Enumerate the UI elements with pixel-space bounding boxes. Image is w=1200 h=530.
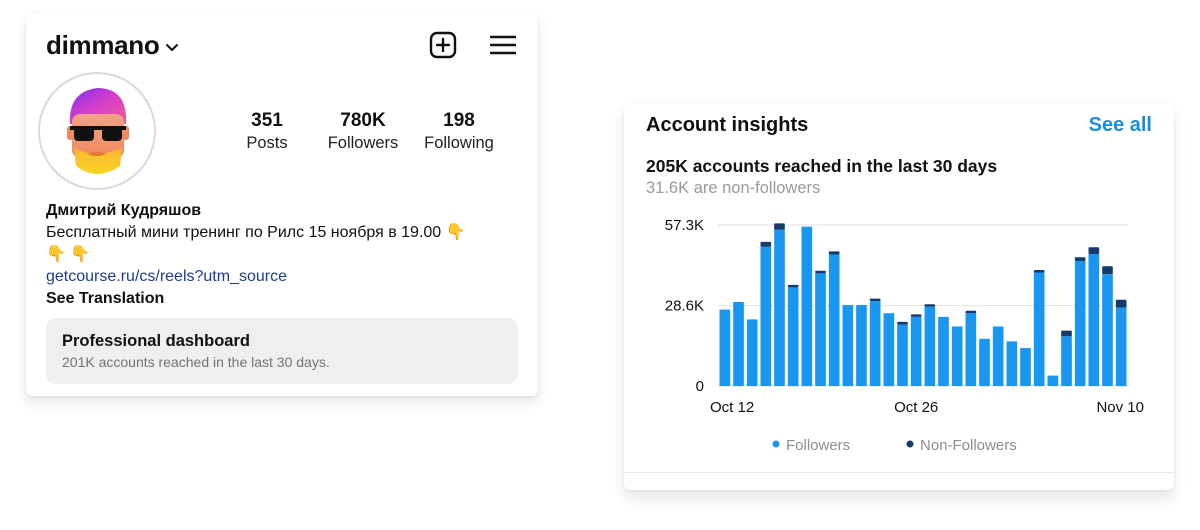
legend-label: Non-Followers — [920, 437, 1017, 454]
x-tick-label: Oct 26 — [894, 399, 938, 416]
bar-followers — [965, 313, 977, 386]
avatar-illustration — [67, 88, 129, 174]
stat-posts[interactable]: 351 Posts — [224, 110, 310, 153]
bar-followers — [760, 246, 772, 386]
bio-emoji-line: 👇 👇 — [46, 246, 91, 263]
bar-followers — [746, 319, 758, 386]
bar-non-followers — [1102, 266, 1113, 275]
bar-non-followers — [815, 270, 826, 274]
stat-value: 198 — [443, 110, 475, 131]
see-all-link[interactable]: See all — [1088, 114, 1152, 136]
legend-label: Followers — [786, 437, 850, 454]
bar-followers — [1020, 348, 1031, 386]
dashboard-subtitle: 201K accounts reached in the last 30 day… — [62, 354, 330, 370]
bar-followers — [883, 313, 895, 386]
insights-title: Account insights — [646, 114, 809, 136]
bar-followers — [1033, 272, 1045, 386]
bar-non-followers — [965, 310, 977, 314]
stat-label: Following — [424, 134, 494, 152]
x-tick-label: Nov 10 — [1096, 399, 1144, 416]
bio-name: Дмитрий Кудряшов — [46, 202, 202, 219]
bar-non-followers — [760, 241, 772, 247]
bio: Дмитрий Кудряшов Бесплатный мини тренинг… — [46, 200, 516, 310]
legend-dot — [772, 440, 780, 448]
x-tick-label: Oct 12 — [710, 399, 754, 416]
bar-followers — [979, 338, 990, 386]
accounts-reached: 205K accounts reached in the last 30 day… — [646, 156, 998, 176]
bar-non-followers — [1115, 299, 1127, 308]
account-insights-card: Account insights See all 205K accounts r… — [624, 104, 1174, 490]
bar-followers — [787, 287, 799, 386]
stat-followers[interactable]: 780K Followers — [320, 110, 406, 153]
bar-non-followers — [787, 284, 799, 288]
bar-followers — [897, 324, 908, 386]
stat-value: 351 — [251, 110, 283, 131]
bio-text: Бесплатный мини тренинг по Рилс 15 ноябр… — [46, 224, 466, 241]
non-followers-count: 31.6K are non-followers — [646, 179, 821, 197]
stat-following[interactable]: 198 Following — [416, 110, 502, 153]
bar-followers — [719, 309, 731, 386]
legend-dot — [906, 440, 914, 448]
bar-followers — [1102, 274, 1113, 386]
y-tick-label: 57.3K — [665, 217, 704, 234]
new-post-button[interactable] — [428, 30, 458, 60]
bar-followers — [1061, 336, 1072, 386]
y-tick-label: 0 — [696, 378, 704, 395]
menu-button[interactable] — [488, 30, 518, 60]
stat-value: 780K — [340, 110, 386, 131]
bar-followers — [801, 226, 813, 386]
reach-bar-chart: 57.3K 28.6K 0 Oct 12 Oct 26 Nov 10 Followers No… — [665, 217, 1144, 454]
bar-followers — [733, 301, 744, 386]
bar-non-followers — [1061, 330, 1072, 337]
y-tick-label: 28.6K — [665, 298, 704, 315]
bar-non-followers — [924, 304, 936, 307]
stat-label: Followers — [327, 134, 399, 152]
chevron-down-icon — [166, 43, 179, 51]
bar-followers — [1006, 341, 1018, 386]
bar-followers — [842, 305, 854, 386]
bio-link[interactable]: getcourse.ru/cs/reels?utm_source — [46, 268, 287, 285]
bar-followers — [1047, 375, 1059, 386]
bar-non-followers — [1074, 257, 1086, 261]
professional-dashboard-button[interactable]: Professional dashboard 201K accounts rea… — [46, 318, 518, 384]
profile-stats: 351 Posts 780K Followers 198 Following — [224, 110, 512, 153]
bar-non-followers — [774, 223, 785, 230]
bar-non-followers — [1033, 269, 1045, 273]
bar-non-followers — [869, 298, 881, 302]
bar-followers — [992, 326, 1004, 386]
profile-card: dimmano — [26, 14, 538, 396]
bar-followers — [924, 306, 936, 386]
hamburger-menu-icon — [490, 35, 516, 55]
username: dimmano — [46, 30, 160, 60]
bar-followers — [938, 316, 949, 386]
bar-non-followers — [1088, 247, 1100, 254]
bar-followers — [1115, 307, 1127, 386]
plus-square-icon — [429, 31, 457, 59]
bar-followers — [869, 301, 881, 386]
username-switcher[interactable]: dimmano — [46, 30, 179, 61]
bar-followers — [1088, 253, 1100, 386]
bar-followers — [1074, 260, 1086, 386]
bar-followers — [910, 316, 922, 386]
bar-non-followers — [828, 251, 840, 255]
bar-non-followers — [897, 321, 908, 325]
divider — [624, 472, 1174, 473]
dashboard-title: Professional dashboard — [62, 332, 250, 350]
bar-followers — [828, 254, 840, 386]
bar-followers — [856, 305, 867, 386]
bar-non-followers — [910, 314, 922, 317]
bar-followers — [774, 229, 785, 386]
stat-label: Posts — [246, 134, 288, 152]
bar-followers — [815, 273, 826, 386]
avatar[interactable] — [38, 72, 156, 190]
bar-followers — [951, 326, 963, 386]
see-translation-button[interactable]: See Translation — [46, 290, 165, 307]
